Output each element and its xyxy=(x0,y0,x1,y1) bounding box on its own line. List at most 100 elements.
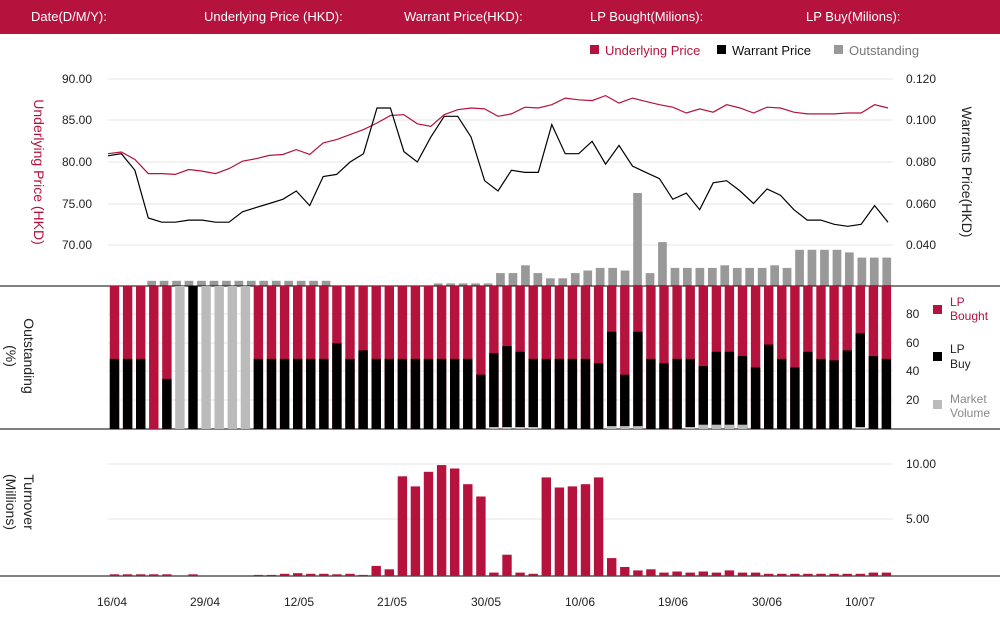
lp-bought-bar xyxy=(371,286,381,429)
lp-bought-bar xyxy=(436,286,447,429)
lp-bought-bar xyxy=(541,286,551,429)
turnover-bar xyxy=(528,573,538,576)
legend-label-2: Outstanding xyxy=(849,43,919,58)
lp-bought-bar xyxy=(109,286,120,429)
right-axis-label: Warrants Price(HKD) xyxy=(959,107,975,238)
market-volume-bar xyxy=(240,286,251,429)
outstanding-bar xyxy=(770,265,779,286)
outstanding-bar xyxy=(645,273,655,286)
lp-buy-bar xyxy=(358,350,368,430)
lp-buy-bar xyxy=(515,351,525,429)
turnover-bar xyxy=(319,573,329,576)
x-tick-label: 29/04 xyxy=(190,595,220,609)
x-tick-label: 16/04 xyxy=(97,595,127,609)
turnover-bar xyxy=(711,572,722,576)
lp-bought-bar xyxy=(528,286,538,429)
lp-bought-bar xyxy=(750,286,761,429)
turnover-bar xyxy=(803,573,813,576)
outstanding-bar xyxy=(820,249,829,286)
outstanding-bar xyxy=(508,273,518,286)
right-tick-label: 0.080 xyxy=(906,155,936,169)
lp-bought-swatch xyxy=(933,305,942,314)
outstanding-bar xyxy=(745,267,754,286)
lp-bought-bar xyxy=(672,286,682,429)
lp-buy-bar xyxy=(332,343,342,429)
market-volume-bar xyxy=(528,427,538,429)
lp-buy-bar xyxy=(790,367,800,429)
lp-bought-bar xyxy=(659,286,669,429)
lp-buy-bar xyxy=(293,358,303,429)
turnover-bar xyxy=(881,572,892,576)
right-tick-label: 0.120 xyxy=(906,72,936,86)
lp-bought-bar xyxy=(306,286,316,429)
lp-bought-bar xyxy=(423,286,434,429)
x-tick-label: 10/06 xyxy=(565,595,595,609)
warrant-price-label: Warrant Price(HKD): xyxy=(404,9,523,24)
lp-bought-bar xyxy=(698,286,708,429)
lp-buy-bar xyxy=(502,346,512,429)
lp-buy-bar xyxy=(528,358,538,429)
lp-bought-bar xyxy=(777,286,787,429)
lp-buy-bar xyxy=(868,356,879,429)
turnover-bar xyxy=(685,572,695,576)
lp-bought-bar xyxy=(580,286,591,429)
lp-bought-label: LP Bought(Milions): xyxy=(590,9,704,24)
lp-buy-bar xyxy=(750,367,761,429)
lp-bought-legend-line2: Bought xyxy=(950,309,989,323)
lp-buy-bar xyxy=(659,363,669,429)
turnover-bar xyxy=(306,573,316,576)
outstanding-bar xyxy=(882,257,892,286)
lp-buy-bar xyxy=(489,353,499,429)
lp-bought-bar xyxy=(162,286,172,429)
market-volume-bar xyxy=(620,426,630,429)
turnover-tick-label: 5.00 xyxy=(906,512,930,526)
lp-bought-bar xyxy=(397,286,408,429)
market-volume-bar xyxy=(607,426,617,429)
outstanding-bar xyxy=(845,252,854,286)
lp-buy-bar xyxy=(711,351,722,429)
market-volume-legend-line2: Volume xyxy=(950,406,990,420)
outstanding-bar xyxy=(757,267,767,286)
lp-bought-bar xyxy=(450,286,460,429)
outstanding-bar xyxy=(608,267,617,286)
turnover-bar xyxy=(515,572,525,576)
turnover-bar xyxy=(659,572,669,576)
legend-label-0: Underlying Price xyxy=(605,43,700,58)
lp-bought-bar xyxy=(384,286,394,429)
turnover-bar xyxy=(790,573,800,576)
lp-buy-bar xyxy=(162,378,172,429)
market-volume-bar xyxy=(515,427,525,429)
turnover-bar xyxy=(868,572,879,576)
left-tick-label: 75.00 xyxy=(62,197,92,211)
outstanding-bar xyxy=(720,265,730,286)
legend-swatch-1 xyxy=(717,45,726,54)
lp-buy-bar xyxy=(188,286,198,429)
x-tick-label: 30/05 xyxy=(471,595,501,609)
outstanding-bar xyxy=(695,267,705,286)
lp-buy-bar xyxy=(607,331,617,429)
lp-bought-bar xyxy=(790,286,800,429)
lp-bought-bar xyxy=(829,286,839,429)
market-volume-bar xyxy=(175,286,185,429)
turnover-bar xyxy=(397,476,408,576)
lp-buy-bar xyxy=(541,358,551,429)
outstanding-bar xyxy=(433,283,443,286)
turnover-bar xyxy=(476,496,486,576)
lp-bought-bar xyxy=(293,286,303,429)
lp-buy-bar xyxy=(620,374,630,429)
turnover-bar xyxy=(607,558,617,576)
outstanding-bar xyxy=(782,267,792,286)
outstanding-bar xyxy=(732,267,742,286)
lp-bought-bar xyxy=(253,286,264,429)
outstanding-axis-unit: (%) xyxy=(3,345,19,367)
lp-bought-bar xyxy=(149,286,159,429)
lp-buy-bar xyxy=(253,358,264,429)
outstanding-bar xyxy=(147,280,156,286)
market-volume-bar xyxy=(214,286,224,429)
lp-buy-legend-line2: Buy xyxy=(950,357,971,371)
outstanding-bar xyxy=(184,280,194,286)
market-volume-legend-line1: Market xyxy=(950,392,987,406)
outstanding-bar xyxy=(496,273,505,286)
turnover-bar xyxy=(136,574,146,576)
outstanding-bar xyxy=(271,280,281,286)
